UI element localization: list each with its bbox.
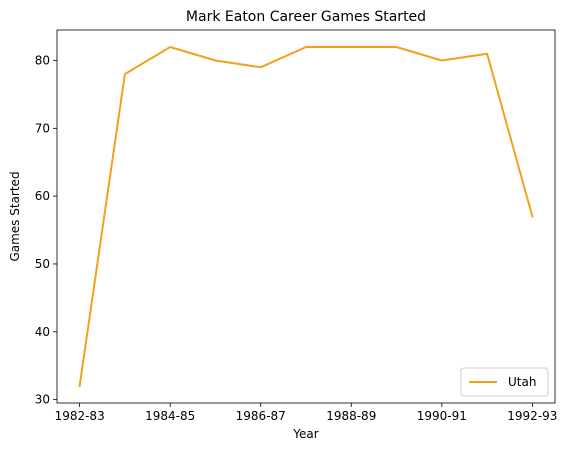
x-axis-label: Year — [292, 427, 318, 441]
x-tick-label: 1992-93 — [507, 409, 557, 423]
x-tick-label: 1984-85 — [145, 409, 195, 423]
series-layer — [78, 46, 534, 388]
y-tick-label: 30 — [35, 393, 50, 407]
x-tick-label: 1982-83 — [55, 409, 105, 423]
plot-frame — [56, 29, 556, 404]
legend-label-utah: Utah — [508, 375, 536, 389]
y-tick-label: 40 — [35, 325, 50, 339]
chart-title: Mark Eaton Career Games Started — [186, 9, 426, 25]
y-axis-label: Games Started — [8, 171, 22, 261]
y-tick-label: 80 — [35, 54, 50, 68]
y-tick-label: 50 — [35, 257, 50, 271]
series-line-utah — [78, 46, 534, 388]
x-axis-ticks: 1982-83 1984-85 1986-87 1988-89 1990-91 1992-… — [55, 403, 557, 423]
x-tick-label: 1990-91 — [417, 409, 467, 423]
legend: Utah — [460, 367, 549, 397]
y-axis-ticks: 30 40 50 60 70 80 — [35, 54, 57, 407]
y-tick-label: 60 — [35, 189, 50, 203]
x-tick-label: 1988-89 — [326, 409, 376, 423]
y-tick-label: 70 — [35, 121, 50, 135]
legend-box — [460, 367, 549, 397]
x-tick-label: 1986-87 — [236, 409, 286, 423]
